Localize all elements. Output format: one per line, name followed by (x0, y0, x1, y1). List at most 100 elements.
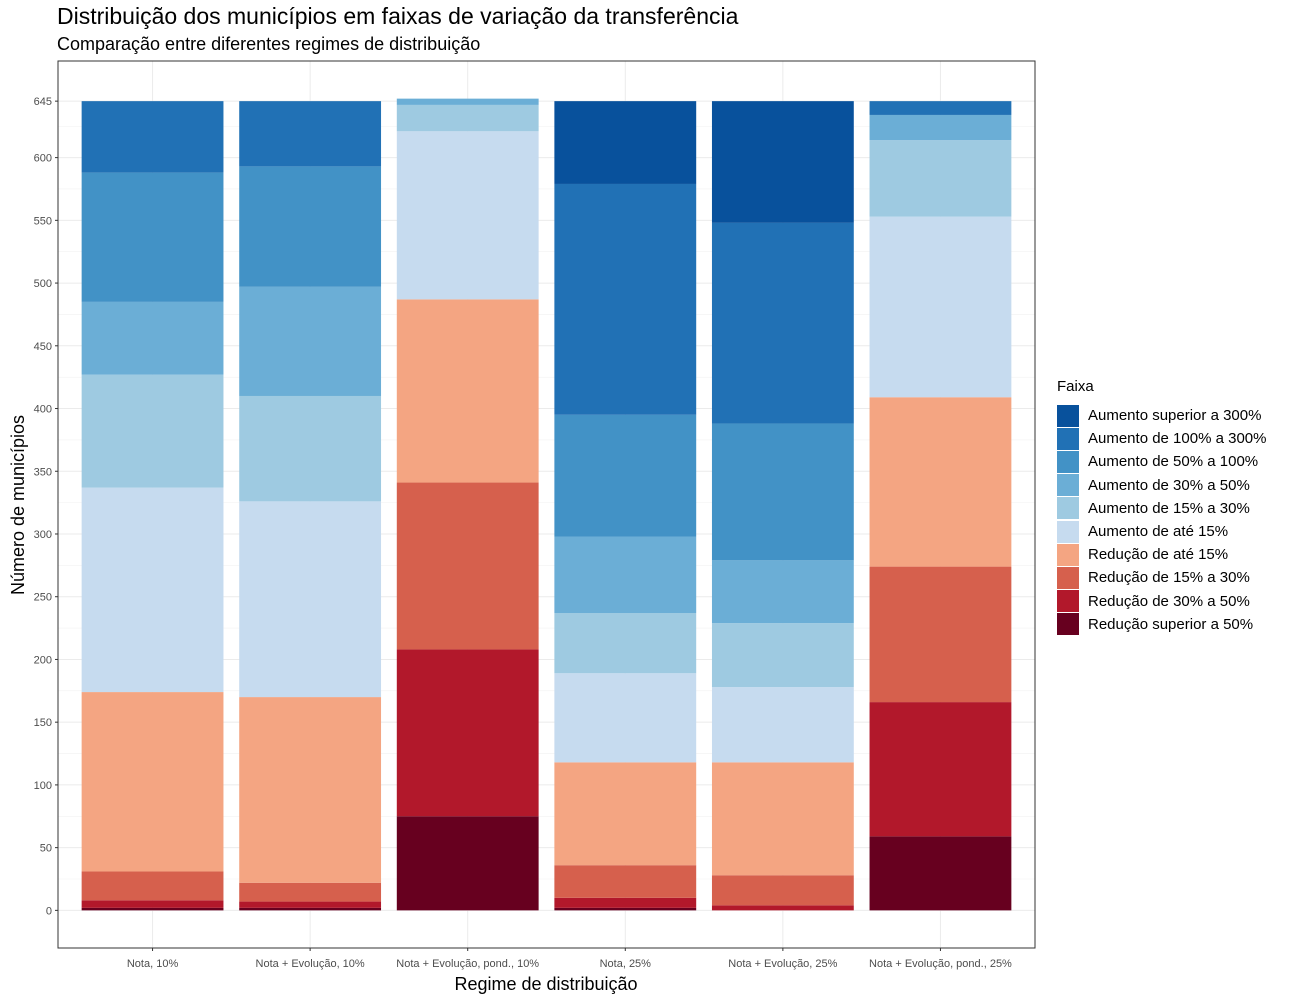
bar-segment (554, 415, 696, 537)
bar-segment (712, 424, 854, 561)
legend-item: Aumento de 100% a 300% (1057, 427, 1266, 450)
bar-segment (82, 871, 224, 900)
bar-segment (870, 567, 1012, 702)
bar-segment (82, 101, 224, 173)
legend-item: Aumento de 50% a 100% (1057, 450, 1266, 473)
bar-segment (397, 131, 539, 299)
y-tick-label: 250 (34, 592, 52, 604)
y-tick-label: 350 (34, 466, 52, 478)
x-tick-label: Nota + Evolução, 25% (728, 958, 837, 970)
x-axis-title: Regime de distribuição (454, 974, 637, 994)
legend-item: Redução de 15% a 30% (1057, 566, 1266, 589)
bar-segment (82, 692, 224, 871)
bar-segment (82, 900, 224, 908)
legend-label: Aumento de 50% a 100% (1088, 453, 1258, 470)
x-tick-label: Nota, 10% (127, 958, 179, 970)
bar-segment (870, 115, 1012, 140)
y-tick-label: 645 (34, 96, 52, 108)
legend-swatch (1057, 544, 1079, 566)
bar-segment (554, 536, 696, 613)
bar-segment (397, 483, 539, 650)
bar-segment (239, 501, 381, 697)
legend-item: Aumento de 15% a 30% (1057, 497, 1266, 520)
bar-segment (82, 375, 224, 488)
bar-segment (82, 488, 224, 692)
legend-item: Aumento de 30% a 50% (1057, 474, 1266, 497)
legend-items: Aumento superior a 300% Aumento de 100% a… (1057, 404, 1266, 636)
y-tick-label: 0 (46, 905, 52, 917)
bar-segment (239, 902, 381, 908)
bar-segment (82, 173, 224, 302)
bar-segment (870, 836, 1012, 910)
legend-swatch (1057, 567, 1079, 589)
bar-segment (554, 898, 696, 908)
legend-swatch (1057, 497, 1079, 519)
y-tick-label: 50 (40, 843, 52, 855)
bar-segment (239, 697, 381, 883)
bar-segment (397, 816, 539, 910)
legend-label: Redução de 30% a 50% (1088, 593, 1250, 610)
legend-item: Aumento de até 15% (1057, 520, 1266, 543)
bar-segment (554, 673, 696, 762)
bar-segment (397, 99, 539, 105)
y-tick-label: 100 (34, 780, 52, 792)
legend-item: Aumento superior a 300% (1057, 404, 1266, 427)
y-tick-label: 550 (34, 215, 52, 227)
y-tick-label: 450 (34, 341, 52, 353)
bar-segment (712, 762, 854, 875)
legend-swatch (1057, 613, 1079, 635)
bar-segment (239, 101, 381, 166)
legend-label: Redução de 15% a 30% (1088, 569, 1250, 586)
legend-item: Redução de 30% a 50% (1057, 590, 1266, 613)
bar-segment (239, 396, 381, 501)
bar-segment (712, 560, 854, 623)
legend-item: Redução superior a 50% (1057, 613, 1266, 636)
x-tick-label: Nota + Evolução, 10% (256, 958, 365, 970)
legend-swatch (1057, 428, 1079, 450)
bar-segment (712, 223, 854, 424)
legend-swatch (1057, 590, 1079, 612)
legend-label: Aumento de até 15% (1088, 523, 1228, 540)
legend-swatch (1057, 405, 1079, 427)
legend-label: Redução de até 15% (1088, 546, 1228, 563)
bar-segment (712, 101, 854, 223)
y-tick-label: 600 (34, 153, 52, 165)
bar-segment (239, 166, 381, 286)
bar-segment (397, 649, 539, 816)
x-tick-label: Nota, 25% (600, 958, 652, 970)
y-tick-label: 300 (34, 529, 52, 541)
bar-segment (82, 302, 224, 375)
x-tick-label: Nota + Evolução, pond., 10% (396, 958, 539, 970)
legend-label: Aumento de 30% a 50% (1088, 477, 1250, 494)
legend-swatch (1057, 521, 1079, 543)
bar-segment (239, 287, 381, 396)
bar-segment (870, 397, 1012, 566)
bar-segment (554, 613, 696, 673)
bar-segment (554, 865, 696, 898)
bar-segment (239, 883, 381, 902)
bar-segment (397, 299, 539, 482)
bar-segment (397, 105, 539, 131)
bar-segment (554, 908, 696, 911)
bar-segment (554, 184, 696, 415)
y-tick-label: 150 (34, 717, 52, 729)
y-tick-label: 500 (34, 278, 52, 290)
bar-segment (712, 687, 854, 762)
legend-title: Faixa (1057, 378, 1266, 396)
x-tick-label: Nota + Evolução, pond., 25% (869, 958, 1012, 970)
y-tick-label: 200 (34, 654, 52, 666)
legend: Faixa Aumento superior a 300% Aumento de … (1057, 378, 1266, 636)
bar-segment (712, 875, 854, 905)
bar-segment (870, 140, 1012, 217)
legend-swatch (1057, 451, 1079, 473)
bar-segment (870, 217, 1012, 398)
legend-label: Aumento de 15% a 30% (1088, 500, 1250, 517)
y-axis-title: Número de municípios (8, 415, 28, 595)
legend-item: Redução de até 15% (1057, 543, 1266, 566)
bar-segment (82, 908, 224, 911)
bar-segment (239, 908, 381, 911)
legend-swatch (1057, 474, 1079, 496)
legend-label: Aumento superior a 300% (1088, 407, 1261, 424)
y-tick-label: 400 (34, 404, 52, 416)
bar-segment (554, 101, 696, 184)
